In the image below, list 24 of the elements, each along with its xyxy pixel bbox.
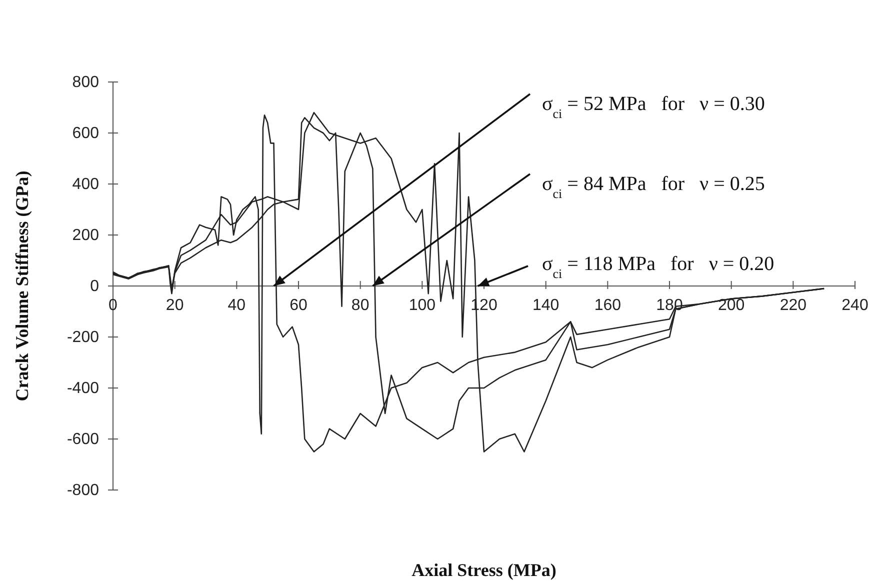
y-tick-label: 0 [90,278,100,295]
y-tick-label: 400 [72,176,100,193]
y-tick-label: -200 [66,329,100,346]
y-tick-label: -600 [66,431,100,448]
x-axis-title: Axial Stress (MPa) [412,560,556,580]
y-tick-label: -800 [66,482,100,499]
x-tick-label: 60 [290,297,308,314]
y-tick-label: 600 [72,125,100,142]
y-tick-label: 200 [72,227,100,244]
annotation: σ$_{ci}$ = 118 MPa for ν = 0.20 [542,253,774,280]
x-tick-label: 40 [228,297,246,314]
x-tick-label: 160 [594,297,622,314]
y-tick-label: -400 [66,380,100,397]
x-tick-label: 20 [166,297,184,314]
x-tick-label: 240 [842,297,868,314]
annotation: σ$_{ci}$ = 84 MPa for ν = 0.25 [542,173,765,200]
y-tick-label: 800 [72,74,100,91]
annotation: σ$_{ci}$ = 52 MPa for ν = 0.30 [542,93,765,120]
x-tick-label: 180 [656,297,683,314]
x-tick-label: 80 [351,297,370,314]
y-axis-title: Crack Volume Stiffness (GPa) [12,170,32,402]
x-tick-label: 100 [408,297,436,314]
x-tick-label: 140 [532,297,560,314]
x-tick-label: 220 [780,297,807,314]
